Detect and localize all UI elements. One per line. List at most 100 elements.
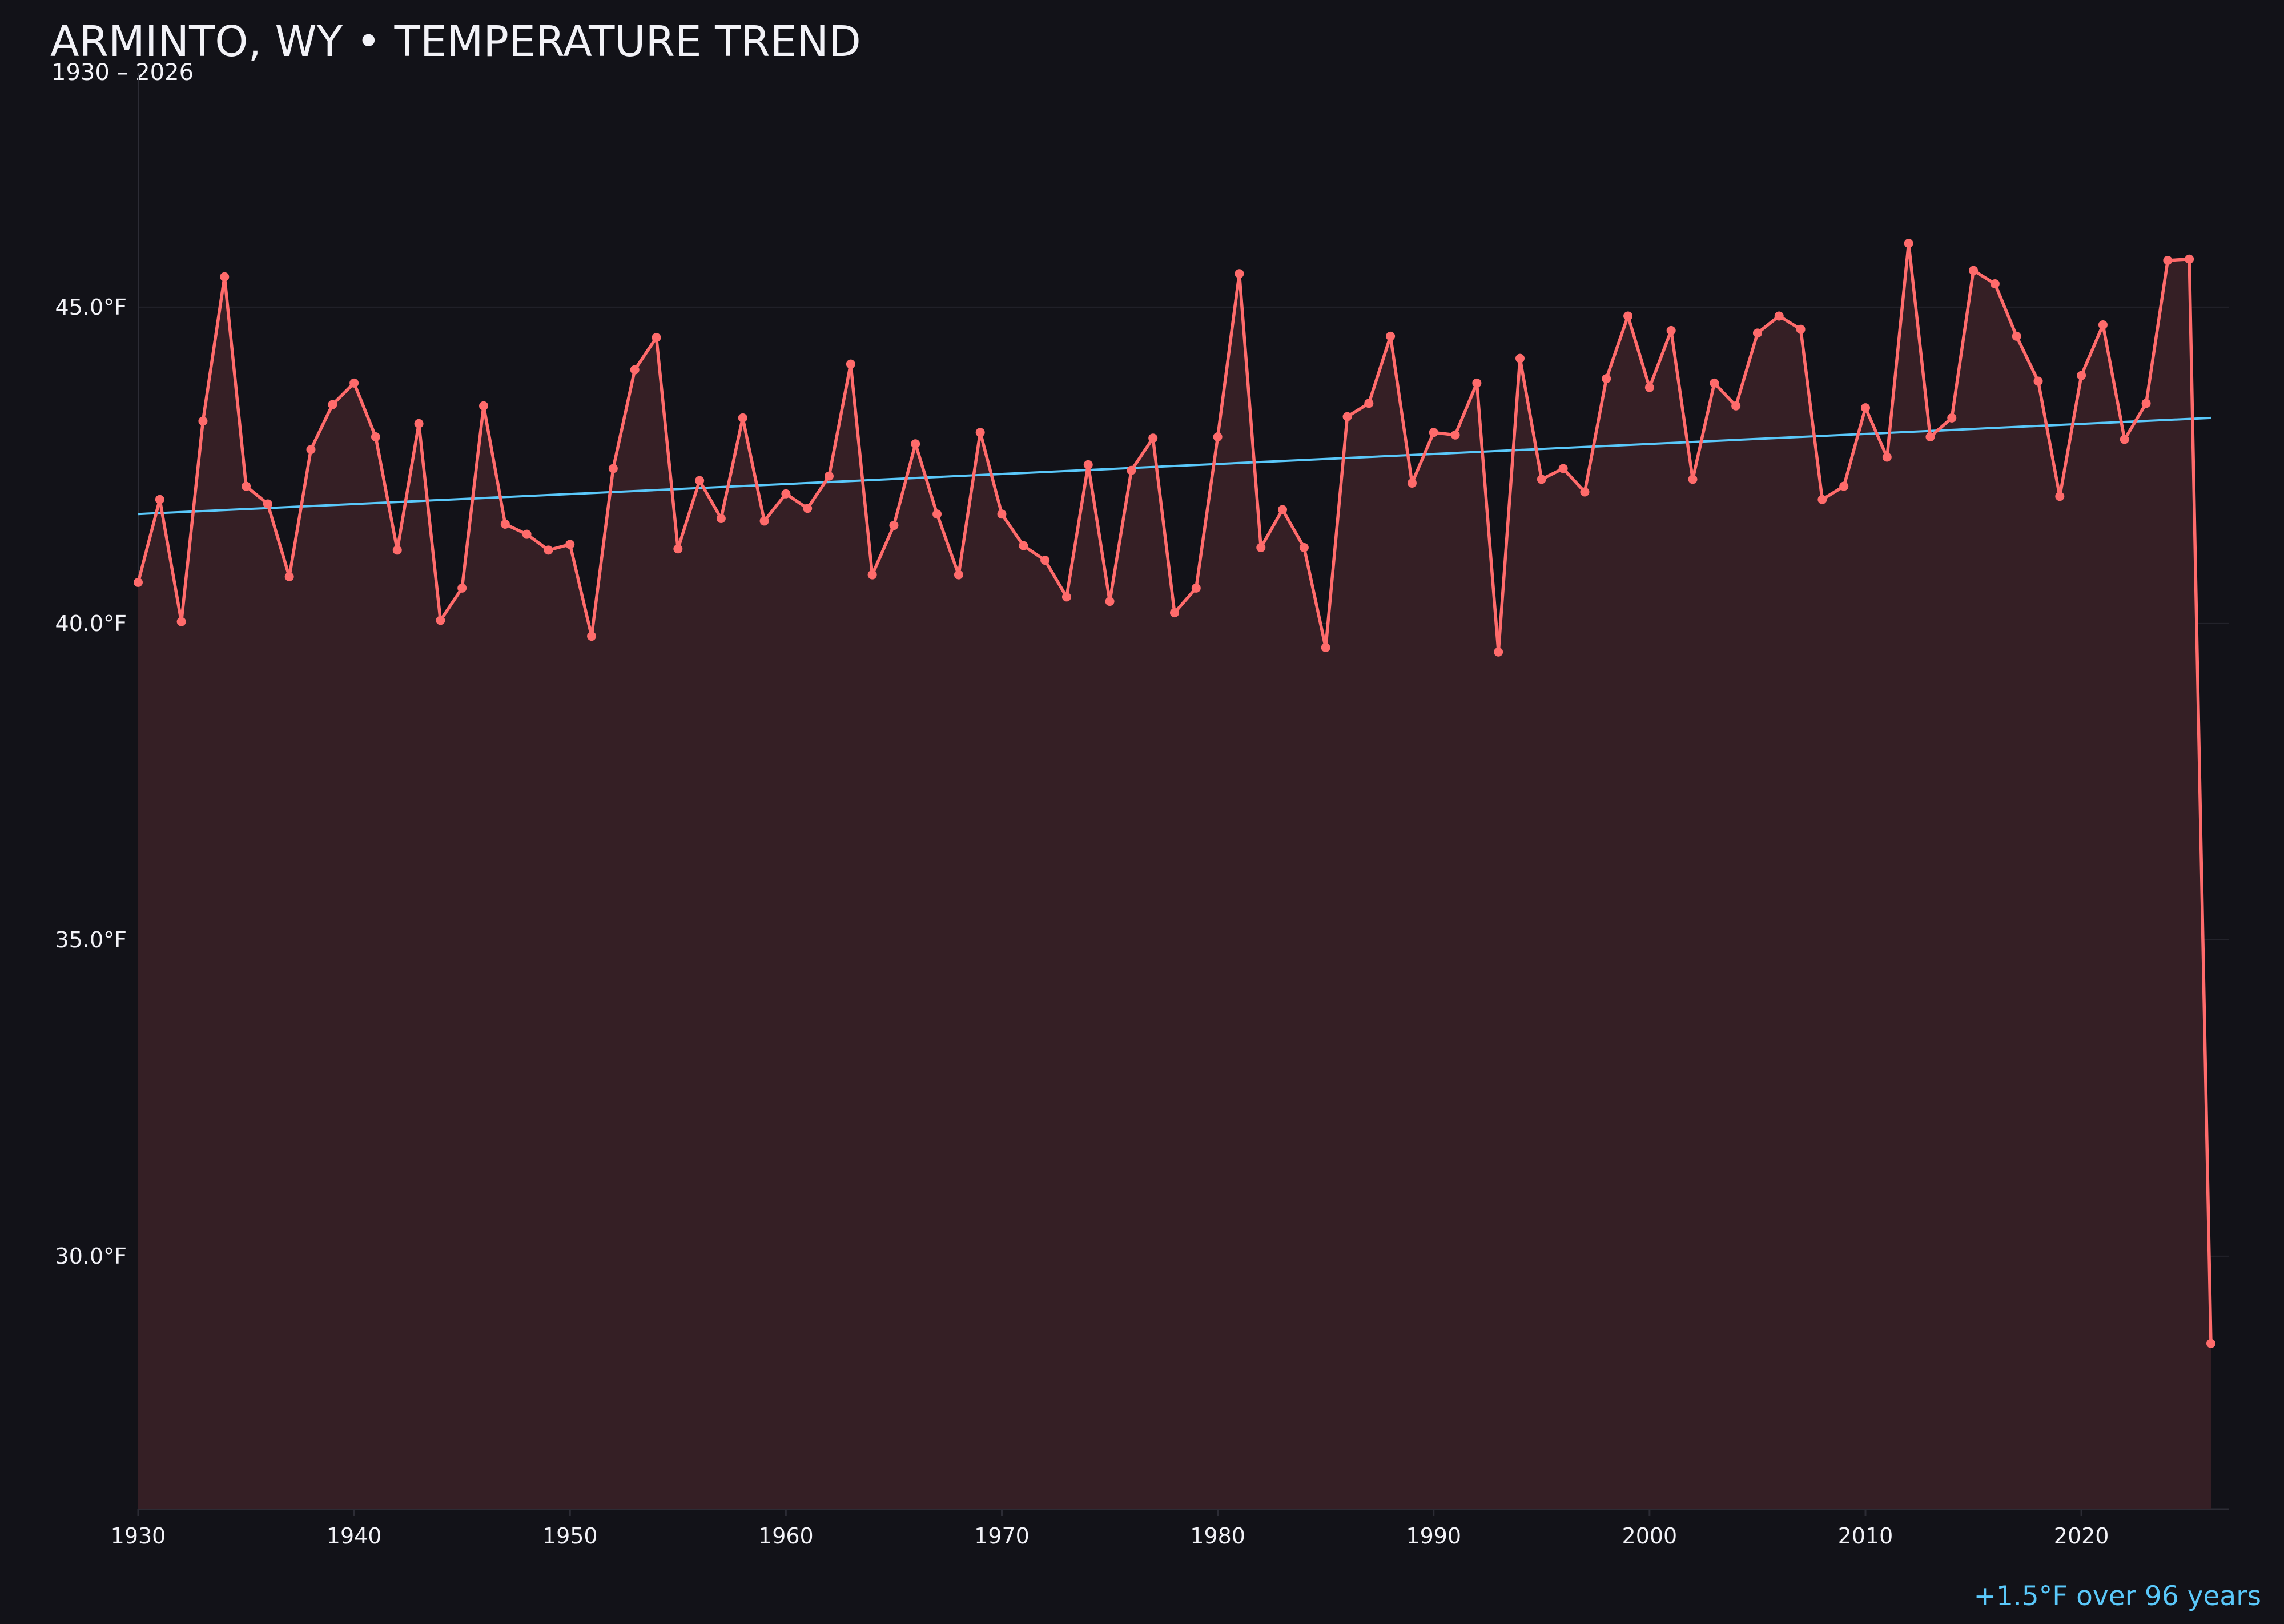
chart-subtitle: 1930 – 2026 — [51, 59, 194, 86]
data-point — [716, 513, 726, 523]
data-point — [220, 272, 230, 282]
y-tick-label: 45.0°F — [55, 295, 127, 320]
data-point — [781, 489, 791, 499]
x-tick-label: 1940 — [327, 1523, 382, 1549]
data-point — [242, 481, 251, 491]
data-point — [975, 428, 985, 437]
data-point — [565, 540, 575, 549]
data-point — [1580, 487, 1590, 497]
data-point — [155, 495, 164, 504]
x-tick-label: 1960 — [758, 1523, 814, 1549]
data-point — [1429, 428, 1438, 437]
trend-line — [138, 416, 2211, 516]
data-point — [198, 416, 208, 426]
data-point — [1515, 353, 1525, 363]
data-point — [522, 529, 532, 539]
data-point — [1278, 505, 1288, 514]
data-point — [2141, 399, 2151, 408]
data-point — [2098, 320, 2108, 329]
data-point — [1558, 464, 1568, 473]
data-point — [1472, 378, 1482, 388]
data-point — [1731, 401, 1741, 411]
data-point — [867, 570, 877, 580]
trend-summary: +1.5°F over 96 years — [1973, 1581, 2261, 1612]
x-tick-label: 2020 — [2054, 1523, 2109, 1549]
data-point — [1817, 495, 1827, 504]
data-point — [1644, 383, 1654, 392]
x-tick-label: 1990 — [1406, 1523, 1461, 1549]
data-point — [306, 445, 316, 455]
data-point — [846, 359, 855, 369]
data-point — [2033, 376, 2043, 386]
data-point — [1602, 374, 1611, 384]
temperature-area — [138, 243, 2211, 1510]
y-tick-label: 30.0°F — [55, 1244, 127, 1269]
data-point — [1990, 279, 2000, 288]
data-point — [2055, 492, 2065, 501]
data-point — [1450, 430, 1460, 440]
data-point — [436, 616, 445, 625]
y-tick-label: 40.0°F — [55, 611, 127, 636]
data-point — [2206, 1338, 2215, 1348]
data-point — [1925, 432, 1935, 442]
data-point — [1083, 460, 1093, 469]
data-point — [349, 378, 359, 388]
data-point — [328, 400, 337, 409]
data-point — [1969, 266, 1979, 275]
x-tick-label: 1950 — [542, 1523, 598, 1549]
data-point — [1040, 556, 1050, 565]
data-point — [1105, 597, 1115, 606]
x-tick-label: 1930 — [111, 1523, 166, 1549]
data-point — [263, 499, 272, 509]
data-point — [1364, 399, 1374, 408]
data-point — [500, 519, 510, 529]
data-point — [2185, 254, 2194, 264]
data-point — [1947, 413, 1957, 423]
data-point — [1688, 475, 1698, 484]
data-point — [2077, 371, 2086, 380]
data-point — [825, 471, 834, 481]
data-point — [1861, 403, 1870, 413]
data-point — [1019, 541, 1028, 550]
data-point — [1256, 542, 1266, 552]
data-point — [1321, 643, 1330, 652]
data-point — [673, 544, 683, 554]
data-point — [1386, 331, 1396, 341]
data-point — [457, 583, 467, 593]
data-point — [630, 365, 640, 375]
x-tick-label: 1980 — [1190, 1523, 1245, 1549]
data-point — [1213, 432, 1223, 442]
data-point — [1061, 592, 1071, 602]
y-tick-label: 35.0°F — [55, 927, 127, 952]
data-point — [1170, 608, 1179, 618]
data-point — [932, 509, 942, 519]
data-point — [1342, 412, 1352, 421]
data-point — [1839, 481, 1849, 491]
data-point — [479, 401, 488, 411]
data-point — [1148, 433, 1158, 443]
data-point — [997, 509, 1007, 519]
data-point — [608, 464, 618, 473]
data-point — [738, 413, 747, 423]
x-tick-label: 2000 — [1622, 1523, 1678, 1549]
data-point — [1407, 478, 1417, 488]
data-point — [1904, 239, 1913, 248]
data-point — [1752, 328, 1762, 338]
data-point — [2012, 331, 2021, 341]
x-tick-label: 1970 — [974, 1523, 1030, 1549]
chart-title: ARMINTO, WY • TEMPERATURE TREND — [50, 17, 861, 66]
data-point — [176, 617, 186, 626]
data-point — [587, 632, 597, 641]
data-point — [1774, 311, 1784, 321]
data-point — [2163, 255, 2173, 265]
data-point — [284, 572, 294, 581]
data-point — [1710, 378, 1719, 388]
data-point — [911, 439, 920, 449]
data-point — [889, 521, 899, 530]
data-point — [1191, 583, 1201, 593]
data-point — [759, 516, 769, 526]
x-tick-label: 2010 — [1838, 1523, 1893, 1549]
data-point — [1127, 465, 1136, 475]
data-point — [544, 545, 553, 555]
